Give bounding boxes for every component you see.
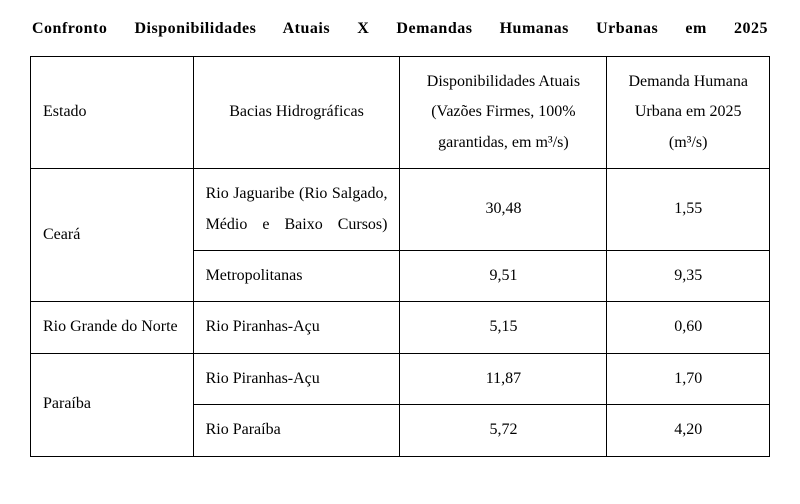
table-row: Paraíba Rio Piranhas-Açu 11,87 1,70 xyxy=(31,353,770,404)
disp-cell: 30,48 xyxy=(400,169,607,251)
col-header-disp: Disponibilidades Atuais (Vazões Firmes, … xyxy=(400,57,607,169)
bacia-cell: Rio Piranhas-Açu xyxy=(193,302,400,353)
col-header-estado: Estado xyxy=(31,57,194,169)
disp-cell: 11,87 xyxy=(400,353,607,404)
page-title: Confronto Disponibilidades Atuais X Dema… xyxy=(30,20,770,56)
state-cell-paraiba: Paraíba xyxy=(31,353,194,456)
disp-cell: 9,51 xyxy=(400,250,607,301)
dem-cell: 1,55 xyxy=(607,169,770,251)
disp-cell: 5,72 xyxy=(400,405,607,456)
dem-cell: 0,60 xyxy=(607,302,770,353)
state-cell-ceara: Ceará xyxy=(31,169,194,302)
data-table: Estado Bacias Hidrográficas Disponibilid… xyxy=(30,56,770,457)
state-cell-rn: Rio Grande do Norte xyxy=(31,302,194,353)
bacia-cell: Rio Jaguaribe (Rio Salgado, Médio e Baix… xyxy=(193,169,400,251)
bacia-cell: Rio Piranhas-Açu xyxy=(193,353,400,404)
table-header-row: Estado Bacias Hidrográficas Disponibilid… xyxy=(31,57,770,169)
bacia-cell: Rio Paraíba xyxy=(193,405,400,456)
table-row: Rio Grande do Norte Rio Piranhas-Açu 5,1… xyxy=(31,302,770,353)
dem-cell: 1,70 xyxy=(607,353,770,404)
disp-cell: 5,15 xyxy=(400,302,607,353)
table-row: Ceará Rio Jaguaribe (Rio Salgado, Médio … xyxy=(31,169,770,251)
col-header-bacia: Bacias Hidrográficas xyxy=(193,57,400,169)
dem-cell: 9,35 xyxy=(607,250,770,301)
bacia-cell: Metropolitanas xyxy=(193,250,400,301)
dem-cell: 4,20 xyxy=(607,405,770,456)
col-header-dem: Demanda Humana Urbana em 2025 (m³/s) xyxy=(607,57,770,169)
